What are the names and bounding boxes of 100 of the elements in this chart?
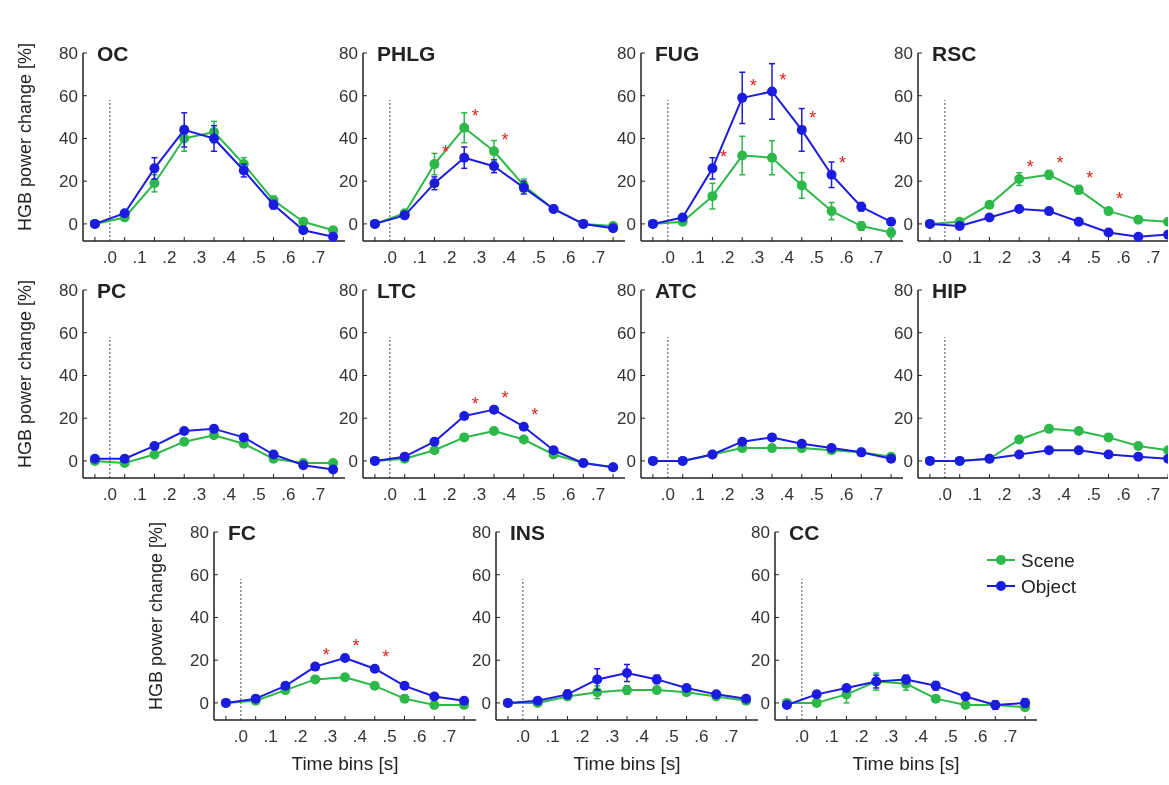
x-tick-label: .2 [162, 248, 177, 267]
x-tick-label: .6 [281, 248, 296, 267]
annotation: * [809, 108, 817, 129]
x-tick-label: .0 [794, 727, 809, 746]
x-tick-label: .0 [660, 485, 675, 504]
y-tick-label: 80 [339, 280, 358, 300]
y-tick-label: 0 [199, 693, 209, 713]
y-tick-label: 40 [617, 129, 636, 149]
y-tick-label: 20 [751, 651, 770, 671]
annotation: * [839, 153, 847, 174]
chart-title: ATC [655, 279, 697, 302]
x-tick-label: .5 [531, 248, 546, 267]
y-tick-label: 40 [190, 608, 209, 628]
y-tick-label: 20 [59, 172, 78, 192]
annotation: * [501, 129, 509, 150]
chart-title: CC [789, 521, 820, 544]
y-tick-label: 80 [617, 280, 636, 300]
y-tick-label: 0 [903, 214, 913, 234]
y-tick-label: 0 [626, 214, 636, 234]
x-tick-label: .3 [323, 727, 338, 746]
x-tick-label: .4 [221, 485, 236, 504]
y-tick-label: 60 [751, 565, 770, 585]
x-tick-label: .3 [1027, 248, 1042, 267]
x-tick-label: .1 [824, 727, 839, 746]
x-tick-label: .1 [690, 248, 705, 267]
y-tick-label: 80 [59, 43, 78, 63]
y-tick-label: 60 [894, 323, 913, 343]
x-tick-label: .1 [967, 248, 982, 267]
y-tick-label: 0 [68, 451, 78, 471]
x-tick-label: .1 [263, 727, 278, 746]
x-tick-label: .0 [382, 248, 397, 267]
y-tick-label: 20 [339, 172, 358, 192]
x-tick-label: .6 [839, 248, 854, 267]
y-tick-label: 0 [903, 451, 913, 471]
y-tick-label: 60 [617, 86, 636, 106]
y-tick-label: 40 [894, 366, 913, 386]
y-tick-label: 60 [339, 86, 358, 106]
y-tick-label: 80 [751, 522, 770, 542]
annotation: * [531, 405, 539, 426]
annotation: * [1116, 189, 1124, 210]
y-tick-label: 40 [339, 129, 358, 149]
x-tick-label: .3 [605, 727, 620, 746]
x-tick-label: .6 [1116, 248, 1131, 267]
x-tick-label: .1 [132, 485, 147, 504]
x-axis-title: Time bins [s] [852, 753, 960, 774]
x-tick-label: .6 [281, 485, 296, 504]
annotation: * [1086, 168, 1094, 189]
y-tick-label: 80 [894, 280, 913, 300]
y-tick-label: 20 [190, 651, 209, 671]
x-tick-label: .4 [501, 485, 516, 504]
x-tick-label: .5 [382, 727, 397, 746]
y-tick-label: 20 [894, 409, 913, 429]
x-tick-label: .1 [412, 248, 427, 267]
x-tick-label: .0 [515, 727, 530, 746]
chart-title: FUG [655, 42, 700, 65]
chart-title: OC [97, 42, 129, 65]
y-tick-label: 80 [472, 522, 491, 542]
x-tick-label: .7 [724, 727, 739, 746]
x-tick-label: .5 [664, 727, 679, 746]
y-tick-label: 60 [617, 323, 636, 343]
y-tick-label: 0 [348, 214, 358, 234]
x-tick-label: .4 [221, 248, 236, 267]
x-tick-label: .2 [854, 727, 869, 746]
x-tick-label: .7 [311, 248, 326, 267]
x-tick-label: .3 [884, 727, 899, 746]
y-axis-title: HGB power change [%] [15, 279, 35, 469]
chart-title: PC [97, 279, 127, 302]
x-tick-label: .3 [472, 485, 487, 504]
x-tick-label: .5 [251, 248, 266, 267]
y-tick-label: 20 [894, 172, 913, 192]
x-tick-label: .2 [997, 485, 1012, 504]
x-tick-label: .7 [311, 485, 326, 504]
annotation: * [352, 636, 360, 657]
x-tick-label: .5 [1086, 485, 1101, 504]
x-tick-label: .3 [750, 485, 765, 504]
x-tick-label: .7 [1146, 485, 1161, 504]
y-tick-label: 60 [59, 323, 78, 343]
x-tick-label: .1 [690, 485, 705, 504]
x-tick-label: .5 [943, 727, 958, 746]
x-tick-label: .0 [102, 485, 117, 504]
x-tick-label: .1 [545, 727, 560, 746]
x-tick-label: .0 [937, 485, 952, 504]
annotation: * [1056, 153, 1064, 174]
x-tick-label: .5 [1086, 248, 1101, 267]
x-tick-label: .6 [561, 248, 576, 267]
x-tick-label: .2 [575, 727, 590, 746]
x-tick-label: .2 [442, 248, 457, 267]
chart-title: INS [510, 521, 546, 544]
y-tick-label: 80 [894, 43, 913, 63]
y-tick-label: 80 [190, 522, 209, 542]
y-tick-label: 0 [760, 693, 770, 713]
x-tick-label: .5 [251, 485, 266, 504]
x-tick-label: .4 [779, 248, 794, 267]
y-tick-label: 20 [617, 172, 636, 192]
x-tick-label: .5 [809, 485, 824, 504]
x-tick-label: .6 [1116, 485, 1131, 504]
annotation: * [719, 146, 727, 167]
chart-title: PHLG [377, 42, 436, 65]
annotation: * [1026, 157, 1034, 178]
x-tick-label: .2 [720, 248, 735, 267]
